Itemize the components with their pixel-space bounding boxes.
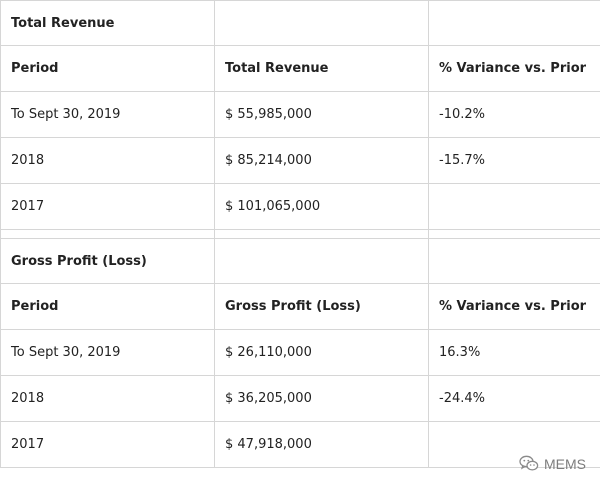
column-header-gross-profit: Gross Profit (Loss) xyxy=(214,283,429,330)
variance-cell: -10.2% xyxy=(428,91,600,138)
watermark: MEMS xyxy=(519,455,586,472)
gross-profit-section-title: Gross Profit (Loss) xyxy=(0,238,215,284)
revenue-section-row: Total Revenue xyxy=(0,0,600,46)
amount-cell: $ 85,214,000 xyxy=(214,137,429,184)
revenue-header-row: Period Total Revenue % Variance vs. Prio… xyxy=(0,45,600,92)
variance-cell: 16.3% xyxy=(428,329,600,376)
wechat-icon xyxy=(519,455,539,472)
watermark-label: MEMS xyxy=(544,455,586,472)
table-row: To Sept 30, 2019 $ 26,110,000 16.3% xyxy=(0,329,600,376)
gross-profit-header-row: Period Gross Profit (Loss) % Variance vs… xyxy=(0,283,600,330)
period-cell: To Sept 30, 2019 xyxy=(0,91,215,138)
table-row: 2017 $ 47,918,000 xyxy=(0,421,600,468)
column-header-variance: % Variance vs. Prior xyxy=(428,45,600,92)
table-row: 2017 $ 101,065,000 xyxy=(0,183,600,230)
variance-cell: -24.4% xyxy=(428,375,600,422)
period-cell: 2017 xyxy=(0,421,215,468)
variance-cell xyxy=(428,421,600,468)
financial-table: Total Revenue Period Total Revenue % Var… xyxy=(0,0,600,468)
column-header-period: Period xyxy=(0,283,215,330)
empty-cell xyxy=(428,238,600,284)
column-header-period: Period xyxy=(0,45,215,92)
spacer-row xyxy=(0,229,600,239)
period-cell: 2018 xyxy=(0,137,215,184)
empty-cell xyxy=(214,238,429,284)
variance-cell: -15.7% xyxy=(428,137,600,184)
table-row: 2018 $ 85,214,000 -15.7% xyxy=(0,137,600,184)
amount-cell: $ 47,918,000 xyxy=(214,421,429,468)
table-row: 2018 $ 36,205,000 -24.4% xyxy=(0,375,600,422)
empty-cell xyxy=(214,0,429,46)
period-cell: 2018 xyxy=(0,375,215,422)
column-header-variance: % Variance vs. Prior xyxy=(428,283,600,330)
amount-cell: $ 101,065,000 xyxy=(214,183,429,230)
amount-cell: $ 55,985,000 xyxy=(214,91,429,138)
revenue-section-title: Total Revenue xyxy=(0,0,215,46)
table-row: To Sept 30, 2019 $ 55,985,000 -10.2% xyxy=(0,91,600,138)
variance-cell xyxy=(428,183,600,230)
amount-cell: $ 36,205,000 xyxy=(214,375,429,422)
period-cell: 2017 xyxy=(0,183,215,230)
empty-cell xyxy=(428,0,600,46)
gross-profit-section-row: Gross Profit (Loss) xyxy=(0,238,600,284)
amount-cell: $ 26,110,000 xyxy=(214,329,429,376)
column-header-total-revenue: Total Revenue xyxy=(214,45,429,92)
period-cell: To Sept 30, 2019 xyxy=(0,329,215,376)
